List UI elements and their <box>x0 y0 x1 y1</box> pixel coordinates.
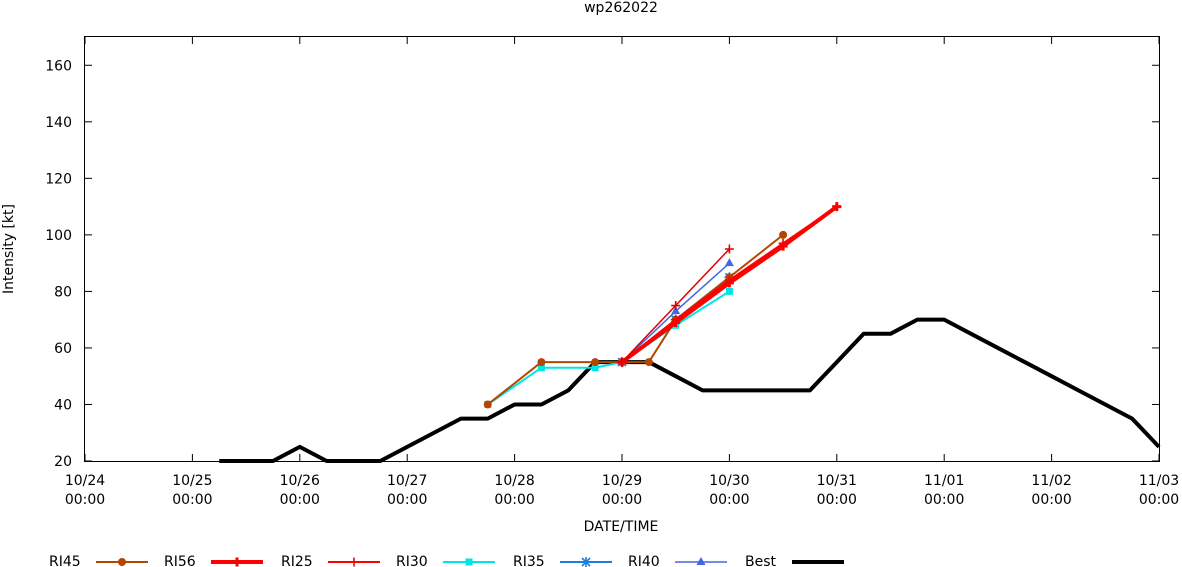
x-tick-label-time: 00:00 <box>1031 492 1071 508</box>
x-tick-label-date: 11/03 <box>1139 473 1179 489</box>
x-tick-label-time: 00:00 <box>1139 492 1179 508</box>
y-tick-label: 40 <box>54 397 72 413</box>
x-tick-label-date: 10/29 <box>602 473 642 489</box>
data-point <box>617 357 627 367</box>
legend-label: RI40 <box>628 554 660 567</box>
series-line <box>487 234 784 406</box>
x-tick-label-date: 10/30 <box>709 473 749 489</box>
x-axis-label: DATE/TIME <box>584 519 659 535</box>
x-tick-label-date: 10/26 <box>280 473 320 489</box>
data-point <box>671 317 681 327</box>
legend-marker <box>581 557 591 567</box>
legend-item-ri35: RI35 <box>513 554 612 567</box>
legend-label: RI35 <box>513 554 545 567</box>
data-point <box>591 358 600 367</box>
legend-item-ri56: RI56 <box>164 554 263 567</box>
legend-item-ri25: RI25 <box>281 554 380 567</box>
legend-label: Best <box>745 554 777 567</box>
data-point <box>832 202 842 212</box>
x-tick-label-date: 10/27 <box>387 473 427 489</box>
data-point <box>779 230 788 239</box>
x-tick-label-time: 00:00 <box>280 492 320 508</box>
data-point <box>644 358 653 367</box>
legend-marker <box>232 557 242 567</box>
data-point <box>671 306 681 315</box>
plot-frame <box>84 36 1160 462</box>
data-point <box>724 258 734 267</box>
legend-label: RI45 <box>49 554 81 567</box>
data-point <box>483 400 492 409</box>
x-tick-label-time: 00:00 <box>494 492 534 508</box>
y-tick-label: 120 <box>45 171 72 187</box>
x-tick-label-time: 00:00 <box>709 492 749 508</box>
data-point <box>537 364 545 372</box>
x-tick-label-date: 10/31 <box>817 473 857 489</box>
y-axis-label: Intensity [kt] <box>1 204 17 294</box>
y-tick-label: 80 <box>54 284 72 300</box>
series-best <box>617 244 734 367</box>
data-point <box>591 364 599 372</box>
series-ri45 <box>483 230 788 409</box>
x-axis: 10/24 00:00 10/25 00:00 10/26 00:00 10/27 00:00… <box>65 37 1179 508</box>
series-layer <box>219 202 1161 463</box>
legend-marker <box>349 557 359 567</box>
data-point <box>725 287 733 295</box>
legend-marker <box>696 557 706 565</box>
x-tick-label-time: 00:00 <box>387 492 427 508</box>
legend-marker <box>118 558 126 566</box>
x-tick-label-date: 10/25 <box>172 473 212 489</box>
x-tick-label-time: 00:00 <box>924 492 964 508</box>
legend: RI45 RI56 RI25 RI30 RI35 RI40 Best <box>49 554 844 567</box>
x-tick-label-time: 00:00 <box>817 492 857 508</box>
x-tick-label-time: 00:00 <box>65 492 105 508</box>
x-tick-label-date: 11/01 <box>924 473 964 489</box>
legend-label: RI30 <box>396 554 428 567</box>
x-tick-label-date: 11/02 <box>1031 473 1071 489</box>
series-ri56 <box>617 202 842 367</box>
chart-title: wp262022 <box>584 0 658 16</box>
x-tick-label-time: 00:00 <box>602 492 642 508</box>
data-point <box>537 358 546 367</box>
series-track <box>219 317 1161 463</box>
x-tick-label-time: 00:00 <box>172 492 212 508</box>
y-tick-label: 160 <box>45 58 72 74</box>
data-point <box>724 278 734 288</box>
y-tick-label: 140 <box>45 115 72 131</box>
data-point <box>671 301 681 311</box>
y-tick-label: 100 <box>45 228 72 244</box>
legend-marker <box>465 558 473 566</box>
series-line <box>219 317 1161 463</box>
data-point <box>778 241 788 251</box>
data-point <box>724 244 734 254</box>
legend-item-ri30: RI30 <box>396 554 495 567</box>
legend-item-best: Best <box>745 554 844 567</box>
x-tick-label-date: 10/24 <box>65 473 105 489</box>
y-axis: 20 40 60 80 100 120 140 160 <box>45 58 1159 470</box>
series-line <box>487 290 730 406</box>
legend-item-ri40: RI40 <box>628 554 727 567</box>
legend-item-ri45: RI45 <box>49 554 148 567</box>
y-tick-label: 60 <box>54 341 72 357</box>
y-tick-label: 20 <box>54 454 72 470</box>
legend-label: RI25 <box>281 554 313 567</box>
legend-label: RI56 <box>164 554 196 567</box>
x-tick-label-date: 10/28 <box>494 473 534 489</box>
